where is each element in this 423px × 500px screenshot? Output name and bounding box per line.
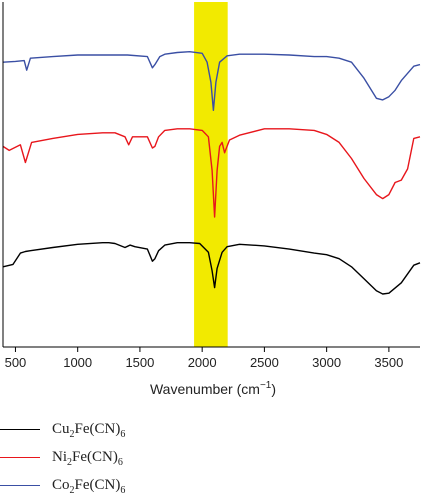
series-line-ni2fecn6 [2, 128, 421, 218]
series-lines [2, 51, 421, 295]
series-line-cu2fecn6 [2, 241, 421, 295]
highlight-band [194, 2, 228, 347]
legend-item-ni2fecn6: Ni2Fe(CN)6 [0, 446, 300, 472]
legend-label: Co2Fe(CN)6 [52, 477, 126, 496]
legend-item-co2fecn6: Co2Fe(CN)6 [0, 474, 300, 500]
x-tick-label: 1000 [63, 355, 92, 370]
x-tick-label: 1500 [125, 355, 154, 370]
legend-swatch [0, 429, 40, 430]
legend-swatch [0, 457, 40, 458]
series-line-co2fecn6 [2, 51, 421, 112]
x-axis-title: Wavenumber (cm−1) [150, 380, 276, 397]
x-tick-label: 2000 [188, 355, 217, 370]
legend-label: Cu2Fe(CN)6 [52, 421, 126, 440]
legend-swatch [0, 485, 40, 486]
legend-label: Ni2Fe(CN)6 [52, 449, 123, 468]
x-tick-label: 3500 [374, 355, 403, 370]
x-tick-label: 3000 [312, 355, 341, 370]
x-tick-label: 500 [5, 355, 27, 370]
x-tick-label: 2500 [250, 355, 279, 370]
x-ticks: 500 1000 1500 2000 2500 3000 3500 [5, 347, 403, 370]
legend-item-cu2fecn6: Cu2Fe(CN)6 [0, 418, 300, 444]
